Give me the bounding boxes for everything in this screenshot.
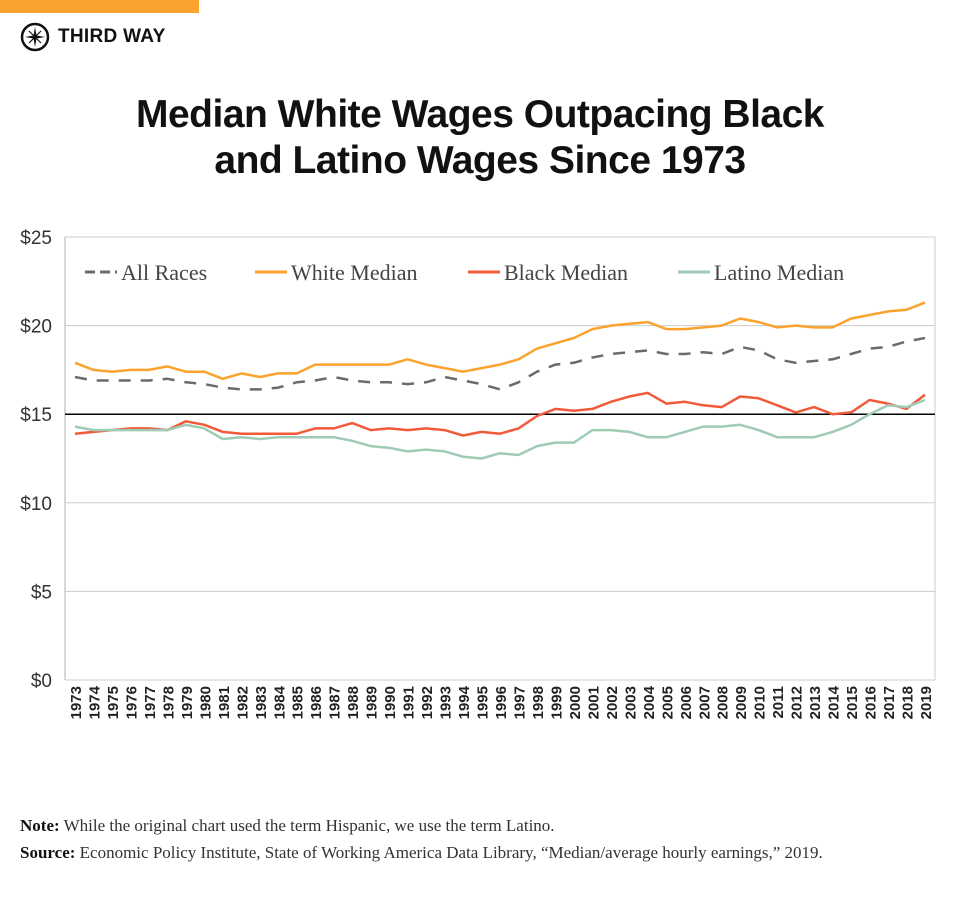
x-tick-label: 2001 — [585, 686, 602, 719]
x-tick-label: 2010 — [752, 686, 769, 719]
x-tick-label: 1990 — [382, 686, 399, 719]
note: Note: While the original chart used the … — [20, 815, 920, 836]
x-tick-label: 1989 — [364, 686, 381, 719]
note-text: While the original chart used the term H… — [59, 816, 555, 835]
legend-label: All Races — [121, 260, 207, 285]
x-tick-label: 1975 — [105, 686, 122, 719]
brand-accent-bar — [0, 0, 199, 13]
x-tick-label: 1996 — [493, 686, 510, 719]
x-tick-label: 1998 — [530, 686, 547, 719]
x-tick-label: 2013 — [807, 686, 824, 719]
x-tick-label: 2003 — [622, 686, 639, 719]
x-tick-label: 1991 — [401, 686, 418, 719]
y-tick-label: $10 — [20, 494, 52, 515]
x-tick-label: 1974 — [86, 685, 103, 719]
brand-name: THIRD WAY — [58, 26, 166, 47]
legend-label: Black Median — [504, 260, 628, 285]
x-tick-label: 2018 — [900, 686, 917, 719]
third-way-logo: THIRD WAY — [20, 22, 166, 52]
note-label: Note: — [20, 816, 60, 835]
x-tick-label: 2014 — [826, 685, 843, 719]
series-line-all-races — [74, 336, 926, 391]
x-tick-label: 2007 — [696, 686, 713, 719]
x-tick-label: 1997 — [511, 686, 528, 719]
x-tick-label: 2012 — [789, 686, 806, 719]
x-tick-label: 2011 — [770, 686, 787, 719]
compass-icon — [20, 22, 50, 52]
series-line-black-median — [74, 391, 926, 437]
x-tick-label: 2005 — [659, 686, 676, 719]
x-tick-label: 1987 — [327, 686, 344, 719]
x-tick-label: 1992 — [419, 686, 436, 719]
source-label: Source: — [20, 843, 76, 862]
notes: Note: While the original chart used the … — [20, 815, 920, 869]
x-tick-label: 1981 — [216, 686, 233, 719]
x-tick-label: 1993 — [438, 686, 455, 719]
y-tick-label: $25 — [20, 228, 52, 249]
line-chart: $0 $5 $10 $15 $20 $25 1973 1974 1975 1976 1977 1978… — [20, 228, 936, 719]
x-tick-label: 1983 — [253, 686, 270, 719]
x-tick-label: 1999 — [548, 686, 565, 719]
y-tick-label: $15 — [20, 405, 52, 426]
x-tick-label: 1979 — [179, 686, 196, 719]
x-tick-label: 2016 — [863, 686, 880, 719]
x-tick-label: 2000 — [567, 686, 584, 719]
x-tick-label: 2006 — [678, 686, 695, 719]
x-tick-label: 2009 — [733, 686, 750, 719]
x-tick-label: 1995 — [475, 686, 492, 719]
x-tick-label: 1994 — [456, 685, 473, 719]
source-text: Economic Policy Institute, State of Work… — [75, 843, 823, 862]
x-tick-label: 1984 — [271, 685, 288, 719]
x-tick-label: 2008 — [715, 686, 732, 719]
x-tick-label: 1986 — [308, 686, 325, 719]
source: Source: Economic Policy Institute, State… — [20, 842, 920, 863]
x-tick-label: 1982 — [234, 686, 251, 719]
series-line-latino-median — [74, 398, 926, 460]
chart-title: Median White Wages Outpacing Black and L… — [0, 92, 960, 184]
title-line-1: Median White Wages Outpacing Black — [136, 93, 825, 136]
x-tick-label: 2002 — [604, 686, 621, 719]
x-tick-label: 2019 — [918, 686, 935, 719]
y-tick-label: $20 — [20, 317, 52, 338]
legend-label: Latino Median — [714, 260, 844, 285]
y-tick-label: $0 — [31, 671, 52, 692]
x-tick-label: 2015 — [844, 686, 861, 719]
title-line-2: and Latino Wages Since 1973 — [214, 139, 746, 182]
y-tick-label: $5 — [31, 582, 52, 603]
series-line-white-median — [74, 301, 926, 381]
x-tick-label: 1973 — [68, 686, 85, 719]
x-tick-label: 1976 — [123, 686, 140, 719]
legend-label: White Median — [291, 260, 417, 285]
x-tick-label: 1988 — [345, 686, 362, 719]
x-tick-label: 1980 — [197, 686, 214, 719]
x-tick-label: 2004 — [641, 685, 658, 719]
x-tick-label: 1977 — [142, 686, 159, 719]
x-tick-label: 2017 — [881, 686, 898, 719]
x-tick-label: 1985 — [290, 686, 307, 719]
x-tick-label: 1978 — [160, 686, 177, 719]
